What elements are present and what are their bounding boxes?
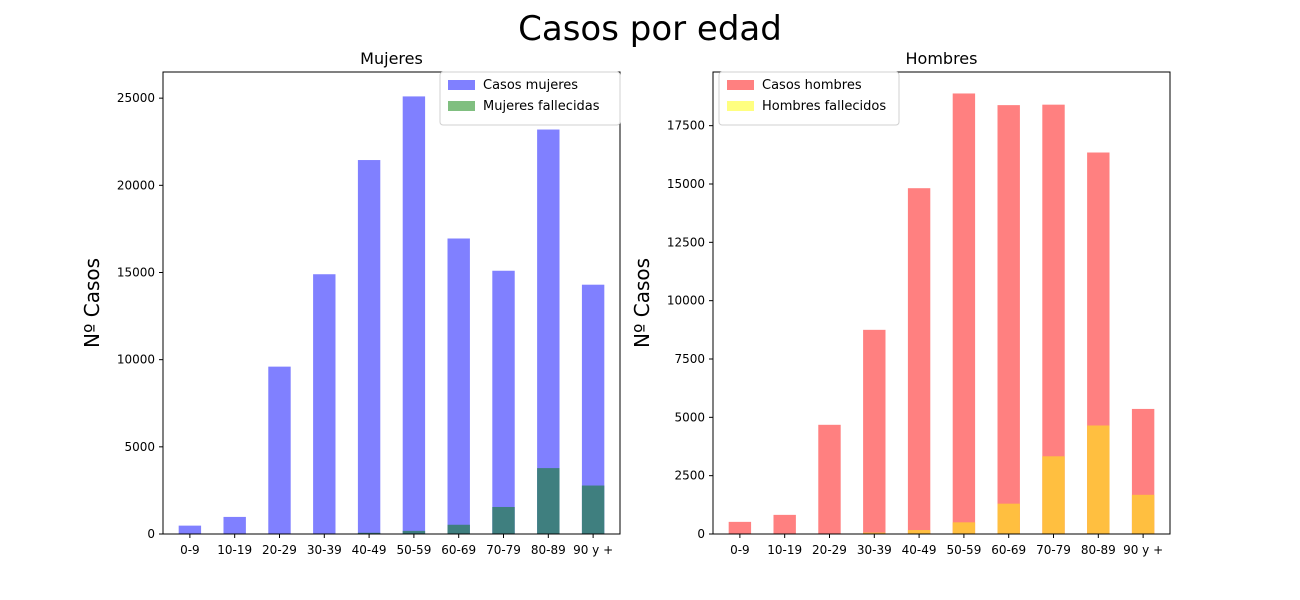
y-tick-label: 0 [147, 527, 155, 541]
bar-s0-30-39 [863, 329, 886, 534]
x-tick-label: 30-39 [857, 543, 892, 557]
y-tick-label: 7500 [674, 352, 705, 366]
x-tick-label: 40-49 [902, 543, 937, 557]
legend-swatch [448, 80, 475, 90]
y-tick-label: 0 [697, 527, 705, 541]
bar-s0-80-89 [537, 129, 560, 534]
x-tick-label: 50-59 [396, 543, 431, 557]
legend-label: Mujeres fallecidas [483, 99, 600, 114]
y-tick-label: 5000 [674, 410, 705, 424]
bar-s0-20-29 [818, 424, 841, 534]
axes-frame [162, 71, 621, 535]
y-tick-label: 10000 [117, 353, 155, 367]
bar-s0-60-69 [997, 105, 1020, 534]
bar-s0-10-19 [223, 516, 246, 534]
y-axis-label: Nº Casos [630, 258, 654, 348]
chart-title: Mujeres [360, 49, 423, 68]
x-tick-label: 90 y + [1123, 543, 1163, 557]
legend-box [439, 71, 621, 126]
x-tick-label: 40-49 [352, 543, 387, 557]
x-tick-label: 80-89 [531, 543, 566, 557]
bar-s1-70-79 [492, 506, 515, 534]
x-tick-label: 70-79 [1036, 543, 1071, 557]
legend-label: Hombres fallecidos [762, 99, 886, 114]
x-tick-label: 80-89 [1081, 543, 1116, 557]
x-tick-label: 20-29 [262, 543, 297, 557]
bar-s0-60-69 [447, 238, 470, 535]
x-tick-label: 50-59 [946, 543, 981, 557]
bar-s0-90 y + [581, 284, 605, 534]
bar-s1-40-49 [357, 532, 381, 534]
x-tick-label: 70-79 [486, 543, 521, 557]
figure-title: Casos por edad [518, 9, 782, 49]
x-tick-label: 10-19 [767, 543, 802, 557]
bar-s1-80-89 [537, 468, 560, 534]
chart-hombres: 0 2500 5000 7500 10000 12500 15000 17500 0-9 10-1… [630, 49, 1171, 557]
y-tick-label: 12500 [667, 235, 705, 249]
y-tick-label: 15000 [117, 265, 155, 279]
bar-s0-50-59 [952, 93, 976, 534]
bar-s0-0-9 [728, 521, 752, 534]
bar-s1-90 y + [1131, 494, 1155, 534]
legend-swatch [727, 80, 754, 90]
bar-s1-60-69 [997, 503, 1020, 534]
x-tick-label: 60-69 [991, 543, 1026, 557]
bar-s1-30-39 [863, 532, 886, 534]
legend-swatch [448, 101, 475, 111]
y-tick-label: 10000 [667, 294, 705, 308]
legend-label: Casos mujeres [483, 78, 578, 93]
bar-s0-70-79 [1042, 104, 1065, 535]
x-tick-label: 20-29 [812, 543, 847, 557]
legend-box [718, 71, 900, 126]
bar-s0-20-29 [268, 366, 291, 534]
y-tick-label: 15000 [667, 177, 705, 191]
x-tick-label: 30-39 [307, 543, 342, 557]
bar-s0-70-79 [492, 270, 515, 534]
bar-s1-50-59 [952, 522, 976, 534]
x-tick-label: 0-9 [180, 543, 200, 557]
legend-label: Casos hombres [762, 78, 862, 93]
y-tick-label: 17500 [667, 119, 705, 133]
chart-title: Hombres [906, 49, 978, 68]
bar-s0-40-49 [357, 160, 381, 534]
bar-s1-60-69 [447, 524, 470, 534]
x-tick-label: 90 y + [573, 543, 613, 557]
bar-s1-40-49 [907, 530, 931, 534]
bar-s0-0-9 [178, 525, 202, 534]
y-tick-label: 25000 [117, 91, 155, 105]
bar-s1-70-79 [1042, 456, 1065, 534]
chart-mujeres: 0 5000 10000 15000 20000 25000 0-9 10-19 20-29 30… [80, 49, 621, 557]
x-tick-label: 60-69 [441, 543, 476, 557]
y-tick-label: 20000 [117, 178, 155, 192]
bar-s1-80-89 [1087, 425, 1110, 534]
bar-s0-10-19 [773, 514, 796, 534]
y-tick-label: 5000 [124, 440, 155, 454]
bar-s1-90 y + [581, 485, 605, 534]
bar-s0-30-39 [313, 274, 336, 534]
legend-swatch [727, 101, 754, 111]
axes-frame [712, 71, 1171, 535]
bar-s0-50-59 [402, 96, 426, 535]
bar-s0-40-49 [907, 188, 931, 534]
y-tick-label: 2500 [674, 469, 705, 483]
x-tick-label: 10-19 [217, 543, 252, 557]
bar-s1-50-59 [402, 530, 426, 534]
x-tick-label: 0-9 [730, 543, 750, 557]
y-axis-label: Nº Casos [80, 258, 104, 348]
